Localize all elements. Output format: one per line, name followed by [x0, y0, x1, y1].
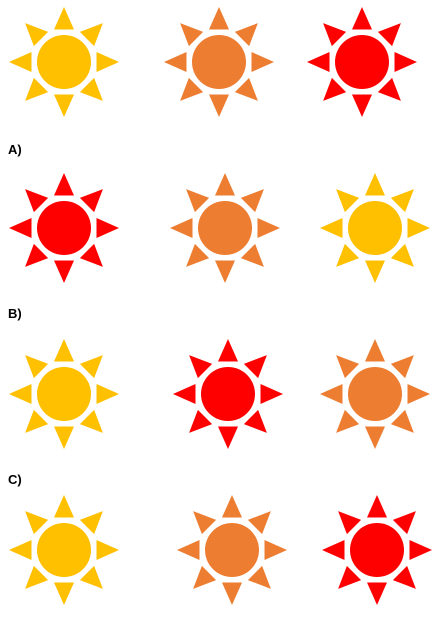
- question-row: [0, 6, 439, 118]
- red-sun-icon: [321, 494, 433, 606]
- yellow-sun-icon: [8, 494, 120, 606]
- option-b-row: [0, 338, 439, 450]
- orange-sun-icon: [163, 6, 275, 118]
- yellow-sun-icon: [319, 172, 431, 284]
- orange-sun-icon: [176, 494, 288, 606]
- option-label-a: A): [8, 142, 22, 157]
- red-sun-icon: [8, 172, 120, 284]
- red-sun-icon: [172, 338, 284, 450]
- red-sun-icon: [306, 6, 418, 118]
- option-label-b: B): [8, 306, 22, 321]
- orange-sun-icon: [319, 338, 431, 450]
- orange-sun-icon: [169, 172, 281, 284]
- option-a-row: [0, 172, 439, 284]
- yellow-sun-icon: [8, 6, 120, 118]
- option-c-row: [0, 494, 439, 606]
- option-label-c: C): [8, 472, 22, 487]
- yellow-sun-icon: [8, 338, 120, 450]
